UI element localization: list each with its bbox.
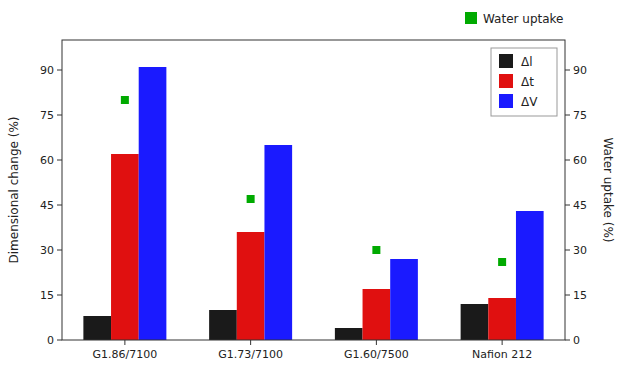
legend: Δl Δt ΔV: [491, 48, 557, 116]
bar: [139, 67, 167, 340]
tick-label: 90: [573, 64, 587, 77]
plot-marks: [83, 67, 543, 340]
legend: Water uptake: [465, 12, 563, 26]
tick: [57, 340, 62, 341]
category-label: G1.60/7500: [344, 348, 409, 361]
tick: [565, 115, 570, 116]
tick-label: 60: [573, 154, 587, 167]
point: [498, 258, 506, 266]
tick: [565, 340, 570, 341]
tick-label: 45: [573, 199, 587, 212]
point: [247, 195, 255, 203]
bar: [488, 298, 516, 340]
bar: [516, 211, 544, 340]
bar: [461, 304, 489, 340]
tick-label: 75: [573, 109, 587, 122]
legend-box: [491, 48, 557, 116]
tick: [376, 340, 377, 345]
tick-label: 30: [573, 244, 587, 257]
legend-entry: ΔV: [521, 95, 538, 109]
tick-label: 0: [573, 334, 580, 347]
legend-entry: Δt: [521, 75, 534, 89]
category-label: Nafion 212: [472, 348, 532, 361]
tick: [565, 295, 570, 296]
tick: [565, 70, 570, 71]
bar: [335, 328, 363, 340]
legend-swatch: [499, 74, 513, 88]
tick-label: 45: [40, 199, 54, 212]
axis-label: Water uptake (%): [601, 137, 615, 242]
tick: [124, 340, 125, 345]
plot-frame: [62, 40, 565, 340]
tick: [565, 250, 570, 251]
tick: [57, 160, 62, 161]
tick-label: 15: [40, 289, 54, 302]
tick: [57, 70, 62, 71]
tick: [502, 340, 503, 345]
legend-entry: Δl: [521, 55, 533, 69]
bar: [237, 232, 265, 340]
bar: [363, 289, 391, 340]
bar: [111, 154, 139, 340]
category-label: G1.86/7100: [93, 348, 158, 361]
chart: 0 15 30 45 60 75 90 0 15 30 45 60 75 90 G1.86/7100 G1.7…: [0, 0, 627, 378]
tick-label: 30: [40, 244, 54, 257]
tick-label: 0: [47, 334, 54, 347]
tick: [57, 205, 62, 206]
bar: [209, 310, 237, 340]
tick-label: 90: [40, 64, 54, 77]
tick: [57, 115, 62, 116]
point: [372, 246, 380, 254]
bar: [83, 316, 111, 340]
tick: [565, 160, 570, 161]
tick: [565, 205, 570, 206]
tick: [250, 340, 251, 345]
point: [121, 96, 129, 104]
tick: [57, 250, 62, 251]
bar: [264, 145, 292, 340]
tick-label: 75: [40, 109, 54, 122]
tick: [57, 295, 62, 296]
legend-entry: Water uptake: [483, 12, 563, 26]
tick-label: 15: [573, 289, 587, 302]
category-label: G1.73/7100: [218, 348, 283, 361]
axis-label: Dimensional change (%): [7, 116, 21, 263]
legend-swatch: [499, 54, 513, 68]
tick-label: 60: [40, 154, 54, 167]
legend-swatch: [465, 12, 477, 24]
legend-swatch: [499, 94, 513, 108]
bar: [390, 259, 418, 340]
